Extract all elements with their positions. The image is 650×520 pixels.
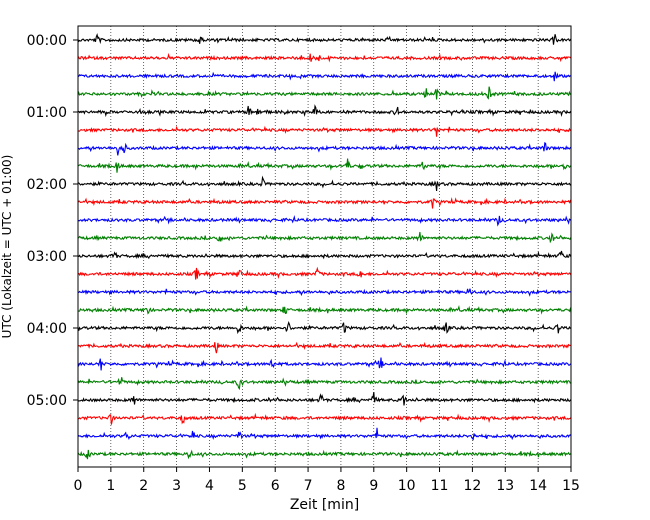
- x-axis-label: Zeit [min]: [290, 497, 359, 513]
- x-tick-label: 2: [139, 478, 148, 494]
- plot-frame: [77, 25, 572, 468]
- x-tick-label: 5: [238, 478, 247, 494]
- trace-0030: [77, 71, 571, 82]
- trace-0545: [77, 449, 572, 460]
- x-tick-label: 1: [106, 478, 115, 494]
- trace-0300: [77, 250, 572, 260]
- trace-0230: [77, 215, 572, 227]
- y-axis-ticks: 00:00 01:00 02:00 03:00 04:00 05:00: [27, 33, 78, 409]
- trace-0400: [77, 320, 572, 335]
- trace-0115: [77, 125, 572, 137]
- x-tick-label: 8: [336, 478, 345, 494]
- trace-0145: [77, 158, 572, 173]
- x-tick-label: 11: [431, 478, 449, 494]
- y-tick-label: 02:00: [27, 177, 67, 193]
- trace-0445: [77, 377, 572, 391]
- trace-0415: [77, 341, 571, 354]
- trace-0315: [77, 266, 572, 280]
- x-tick-label: 10: [398, 478, 416, 494]
- y-tick-label: 05:00: [27, 393, 67, 409]
- x-tick-label: 14: [529, 478, 547, 494]
- trace-0045: [77, 86, 571, 100]
- x-tick-label: 3: [172, 478, 181, 494]
- x-tick-label: 9: [369, 478, 378, 494]
- trace-0000: [77, 32, 572, 45]
- trace-0345: [77, 305, 572, 315]
- x-tick-label: 0: [74, 478, 83, 494]
- trace-0100: [78, 104, 572, 118]
- trace-0130: [77, 142, 572, 156]
- x-axis-ticks: 0 1 2 3 4 5 6 7 8 9 10 11 12 13 14 15: [74, 467, 580, 494]
- x-tick-label: 4: [205, 478, 214, 494]
- y-tick-label: 01:00: [27, 105, 67, 121]
- x-tick-label: 12: [463, 478, 481, 494]
- x-tick-label: 7: [304, 478, 313, 494]
- trace-0500: [77, 392, 572, 406]
- trace-0330: [77, 288, 572, 297]
- trace-0515: [78, 412, 572, 425]
- trace-0530: [77, 427, 572, 441]
- y-tick-label: 03:00: [27, 249, 67, 265]
- trace-0430: [77, 357, 572, 371]
- trace-0215: [77, 197, 572, 209]
- x-tick-label: 6: [271, 478, 280, 494]
- trace-0015: [77, 52, 572, 63]
- trace-0245: [77, 231, 572, 244]
- y-tick-label: 00:00: [27, 33, 67, 49]
- trace-0200: [77, 175, 572, 192]
- y-axis-label: UTC (Lokalzeit = UTC + 01:00): [0, 155, 14, 339]
- y-tick-label: 04:00: [27, 321, 67, 337]
- x-tick-label: 15: [562, 478, 580, 494]
- x-tick-label: 13: [496, 478, 514, 494]
- seismic-traces: [77, 32, 572, 460]
